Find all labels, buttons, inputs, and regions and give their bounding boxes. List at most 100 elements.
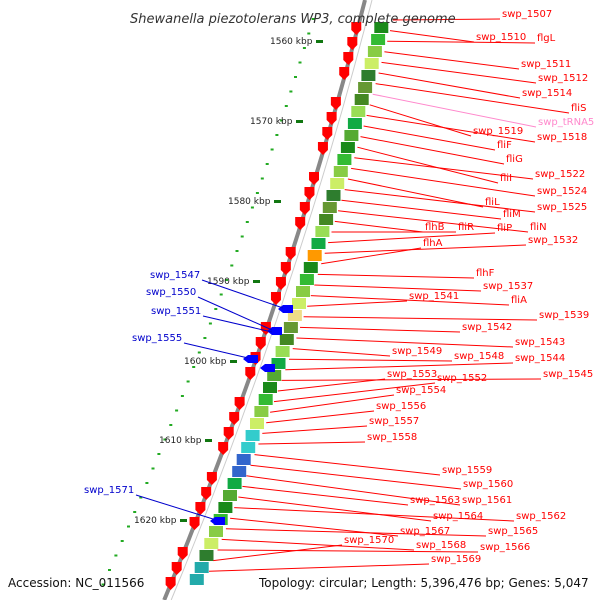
scale-dot bbox=[219, 293, 223, 296]
gene-block bbox=[344, 130, 359, 141]
scale-dot bbox=[197, 351, 201, 354]
label-connector bbox=[310, 295, 510, 306]
label-connector bbox=[202, 315, 273, 333]
scale-dot bbox=[294, 76, 297, 78]
gene-label-flhb: flhB bbox=[425, 222, 445, 233]
gene-label-flis: fliS bbox=[571, 103, 586, 114]
gene-block bbox=[367, 46, 382, 57]
backbone-line bbox=[162, 0, 367, 600]
scale-dot bbox=[192, 366, 196, 368]
gene-label-swp_1569: swp_1569 bbox=[431, 554, 481, 565]
genome-summary-text: Topology: circular; Length: 5,396,476 bp… bbox=[258, 576, 589, 590]
gene-label-flin: fliN bbox=[530, 222, 547, 233]
gene-block bbox=[292, 298, 306, 309]
scale-dot bbox=[280, 119, 284, 122]
forward-gene-arrow bbox=[317, 142, 328, 155]
gene-label-flia: fliA bbox=[511, 295, 527, 306]
scale-dot bbox=[230, 264, 234, 267]
gene-label-swp_1559: swp_1559 bbox=[442, 465, 492, 476]
gene-block bbox=[209, 526, 223, 537]
label-connector bbox=[334, 220, 424, 233]
gene-block bbox=[258, 394, 273, 405]
label-connector bbox=[285, 362, 514, 371]
gene-block bbox=[227, 478, 242, 489]
label-connector bbox=[242, 485, 409, 506]
gene-label-swp_1543: swp_1543 bbox=[515, 337, 565, 348]
gene-block bbox=[315, 226, 330, 237]
gene-block bbox=[194, 562, 209, 573]
gene-label-flil: fliL bbox=[485, 197, 500, 208]
gene-label-swp_1557: swp_1557 bbox=[369, 416, 419, 427]
scale-dot bbox=[307, 32, 311, 35]
gene-label-swp_1568: swp_1568 bbox=[416, 540, 466, 551]
reverse-gene-arrow bbox=[210, 517, 225, 525]
gene-block bbox=[340, 142, 355, 153]
gene-label-swp_1571: swp_1571 bbox=[84, 485, 134, 496]
gene-block bbox=[232, 466, 247, 477]
label-connector bbox=[238, 496, 432, 522]
gene-block bbox=[279, 334, 294, 345]
gene-block bbox=[303, 262, 318, 273]
forward-gene-arrow bbox=[234, 397, 245, 410]
scale-dot bbox=[108, 569, 111, 571]
forward-gene-arrow bbox=[223, 427, 234, 440]
label-connector bbox=[351, 167, 536, 197]
gene-label-swp_1565: swp_1565 bbox=[488, 526, 538, 537]
gene-label-flig: fliG bbox=[506, 154, 523, 165]
label-connector bbox=[201, 279, 284, 309]
forward-gene-arrow bbox=[339, 67, 350, 80]
scale-tick-mark bbox=[296, 120, 303, 123]
gene-block bbox=[319, 214, 334, 225]
scale-dot bbox=[186, 380, 190, 383]
gene-label-swp_1537: swp_1537 bbox=[483, 281, 533, 292]
gene-label-swp_1554: swp_1554 bbox=[396, 385, 446, 396]
gene-block bbox=[311, 238, 326, 249]
forward-gene-arrow bbox=[330, 97, 341, 110]
forward-gene-arrow bbox=[189, 517, 200, 530]
gene-label-swp_1542: swp_1542 bbox=[462, 322, 512, 333]
scale-dot bbox=[302, 47, 306, 49]
label-connector bbox=[246, 475, 461, 506]
label-connector bbox=[303, 316, 538, 321]
reverse-gene-arrow bbox=[278, 305, 293, 313]
scale-tick-label: 1560 kbp bbox=[270, 37, 313, 47]
scale-tick-label: 1620 kbp bbox=[134, 516, 177, 526]
gene-label-swp_1558: swp_1558 bbox=[367, 432, 417, 443]
scale-dot bbox=[275, 134, 279, 136]
forward-gene-arrow bbox=[195, 502, 206, 515]
gene-block bbox=[287, 310, 302, 321]
gene-block bbox=[245, 430, 260, 441]
forward-gene-arrow bbox=[218, 442, 229, 455]
gene-block bbox=[296, 286, 310, 297]
reverse-gene-arrow bbox=[260, 364, 275, 372]
label-connector bbox=[288, 358, 453, 362]
label-connector bbox=[307, 300, 408, 307]
gene-label-swp_1541: swp_1541 bbox=[409, 291, 459, 302]
scale-dot bbox=[235, 250, 239, 252]
forward-gene-arrow bbox=[229, 412, 240, 425]
label-connector bbox=[314, 284, 482, 292]
gene-label-swp_1567: swp_1567 bbox=[400, 526, 450, 537]
label-connector bbox=[354, 157, 534, 180]
forward-gene-arrow bbox=[285, 247, 296, 260]
forward-gene-arrow bbox=[295, 217, 306, 230]
label-connector bbox=[375, 83, 570, 114]
gene-block bbox=[223, 490, 237, 501]
label-connector bbox=[266, 410, 375, 424]
label-connector bbox=[317, 273, 475, 279]
gene-block bbox=[204, 538, 219, 549]
gene-label-swp_1524: swp_1524 bbox=[537, 186, 587, 197]
label-connector bbox=[262, 425, 368, 434]
forward-gene-arrow bbox=[201, 487, 212, 500]
map-title: Shewanella piezotolerans WP3, complete g… bbox=[130, 12, 456, 27]
gene-block bbox=[218, 502, 233, 513]
forward-gene-arrow bbox=[309, 172, 320, 185]
label-connector bbox=[217, 549, 479, 553]
scale-tick-mark bbox=[205, 439, 212, 442]
scale-dot bbox=[169, 424, 173, 426]
gene-block bbox=[330, 178, 345, 189]
label-connector bbox=[338, 210, 529, 233]
gene-label-swp_1511: swp_1511 bbox=[521, 59, 571, 70]
gene-block bbox=[358, 82, 373, 93]
label-connector bbox=[208, 563, 430, 572]
